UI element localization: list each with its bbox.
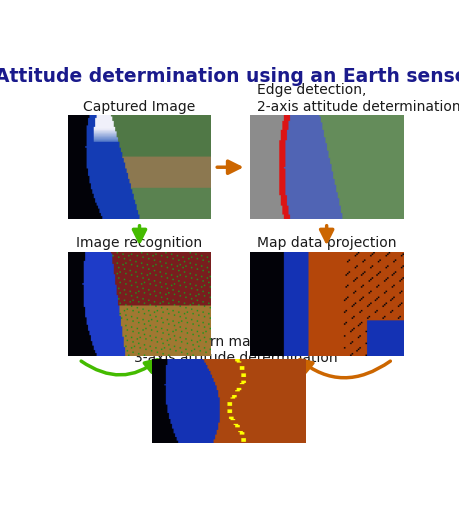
Text: Edge detection,
2-axis attitude determination: Edge detection, 2-axis attitude determin… xyxy=(257,83,459,114)
Text: Map data projection: Map data projection xyxy=(257,236,396,250)
Text: Pattern matching,
3-axis attitude determination: Pattern matching, 3-axis attitude determ… xyxy=(134,335,337,365)
Text: Captured Image: Captured Image xyxy=(83,99,195,114)
Text: Attitude determination using an Earth sensor: Attitude determination using an Earth se… xyxy=(0,67,459,86)
Text: Image recognition: Image recognition xyxy=(76,236,202,250)
